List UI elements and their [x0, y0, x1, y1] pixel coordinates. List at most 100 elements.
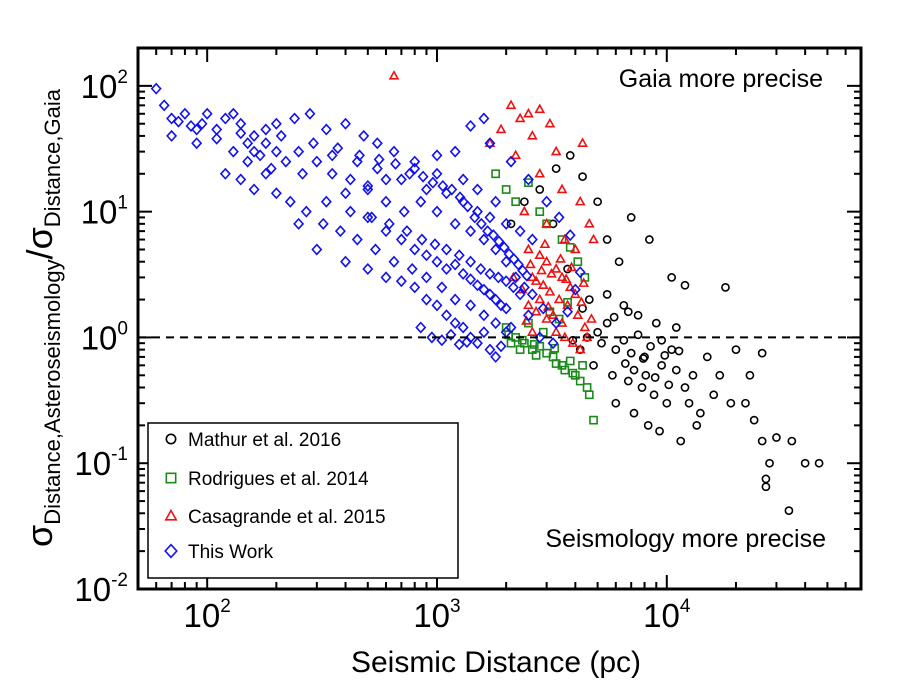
point-this-work [284, 195, 296, 208]
point-this-work [475, 217, 487, 230]
point-this-work [449, 217, 461, 230]
point-casagrande-et-al-2015 [534, 293, 546, 304]
point-this-work [326, 167, 338, 180]
point-mathur-et-al-2016 [649, 390, 659, 400]
y-tick-labels: 102 101 100 10-1 10-2 [74, 67, 128, 608]
point-mathur-et-al-2016 [619, 300, 629, 310]
point-rodrigues-et-al-2014 [568, 368, 578, 378]
point-mathur-et-al-2016 [655, 426, 664, 436]
point-this-work [484, 343, 496, 356]
point-this-work [166, 112, 178, 125]
point-this-work [500, 255, 512, 268]
point-casagrande-et-al-2015 [523, 107, 534, 118]
point-this-work [242, 155, 254, 168]
point-mathur-et-al-2016 [800, 458, 810, 468]
point-this-work [242, 137, 254, 150]
point-this-work [362, 262, 374, 276]
point-mathur-et-al-2016 [674, 346, 684, 356]
legend-box [147, 422, 459, 579]
point-this-work [427, 176, 439, 189]
point-this-work [260, 137, 272, 150]
point-casagrande-et-al-2015 [525, 258, 536, 269]
point-this-work [562, 305, 574, 318]
point-mathur-et-al-2016 [646, 341, 655, 351]
point-mathur-et-al-2016 [702, 352, 712, 362]
point-rodrigues-et-al-2014 [535, 207, 545, 217]
point-mathur-et-al-2016 [664, 380, 674, 390]
point-mathur-et-al-2016 [589, 360, 598, 370]
point-this-work [340, 117, 352, 130]
point-this-work [289, 112, 301, 125]
point-this-work [490, 317, 502, 330]
point-casagrande-et-al-2015 [547, 309, 559, 320]
point-mathur-et-al-2016 [593, 327, 602, 337]
legend-label-casagrande: Casagrande et al. 2015 [188, 507, 386, 528]
point-mathur-et-al-2016 [633, 330, 643, 340]
point-this-work [534, 331, 546, 344]
point-mathur-et-al-2016 [620, 359, 630, 368]
point-mathur-et-al-2016 [761, 482, 771, 492]
point-this-work [437, 179, 449, 192]
point-this-work [401, 225, 413, 238]
point-mathur-et-al-2016 [584, 295, 594, 304]
point-this-work [492, 271, 504, 284]
point-mathur-et-al-2016 [657, 360, 667, 370]
legend-marker-square [165, 472, 177, 484]
point-this-work [426, 331, 438, 344]
point-mathur-et-al-2016 [787, 436, 797, 446]
point-this-work [373, 153, 385, 166]
point-this-work [461, 335, 473, 349]
point-mathur-et-al-2016 [671, 365, 681, 375]
point-rodrigues-et-al-2014 [578, 360, 587, 370]
point-casagrande-et-al-2015 [562, 299, 573, 310]
point-rodrigues-et-al-2014 [589, 415, 598, 425]
point-this-work [317, 217, 329, 230]
point-mathur-et-al-2016 [745, 370, 755, 380]
point-this-work [547, 337, 559, 350]
point-casagrande-et-al-2015 [519, 205, 530, 216]
axis-ticks [137, 47, 862, 590]
point-this-work [490, 195, 502, 208]
point-mathur-et-al-2016 [578, 172, 587, 181]
point-casagrande-et-al-2015 [583, 217, 595, 228]
point-mathur-et-al-2016 [623, 376, 633, 386]
point-this-work [522, 309, 534, 322]
point-this-work [227, 107, 239, 120]
point-this-work [409, 281, 421, 294]
point-casagrande-et-al-2015 [576, 296, 587, 307]
point-this-work [260, 167, 272, 180]
point-this-work [211, 123, 223, 136]
point-casagrande-et-al-2015 [388, 70, 400, 80]
legend-marker-circle [165, 433, 177, 445]
point-mathur-et-al-2016 [667, 345, 677, 354]
point-casagrande-et-al-2015 [564, 281, 576, 292]
point-this-work [484, 267, 496, 280]
point-this-work [465, 225, 477, 238]
point-this-work [380, 195, 392, 208]
point-this-work [498, 241, 510, 254]
point-mathur-et-al-2016 [765, 458, 774, 468]
annotation-seismology-more-precise: Seismology more precise [545, 525, 826, 553]
point-this-work [514, 288, 526, 301]
point-this-work [510, 271, 522, 284]
point-this-work [475, 262, 487, 276]
point-this-work [415, 321, 427, 334]
point-this-work [409, 243, 421, 256]
point-this-work [449, 317, 461, 330]
point-this-work [371, 137, 383, 150]
y-tick-label-1e-2: 10-2 [74, 570, 128, 608]
point-this-work [478, 112, 490, 125]
point-rodrigues-et-al-2014 [515, 345, 525, 354]
point-casagrande-et-al-2015 [550, 326, 562, 336]
point-this-work [383, 217, 395, 230]
point-mathur-et-al-2016 [629, 365, 639, 375]
x-tick-labels: 102 103 104 [184, 596, 691, 634]
point-this-work [500, 275, 512, 288]
point-this-work [465, 299, 477, 312]
point-casagrande-et-al-2015 [526, 326, 538, 336]
point-this-work [380, 225, 392, 238]
legend-label-this-work: This Work [188, 542, 274, 563]
point-mathur-et-al-2016 [602, 235, 612, 244]
point-rodrigues-et-al-2014 [491, 169, 501, 179]
point-this-work [235, 127, 247, 140]
